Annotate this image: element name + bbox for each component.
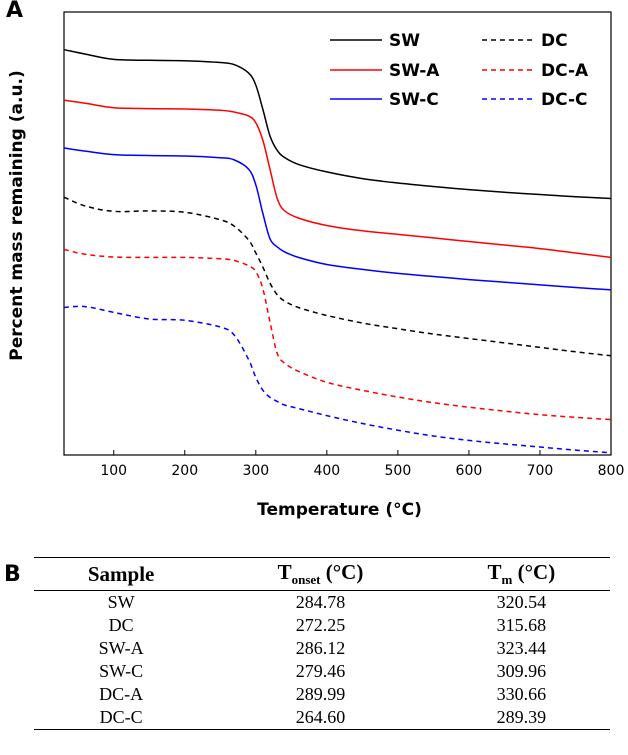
series-line-sw-a [63,99,612,259]
plot-frame [63,11,612,456]
panel-label-b: B [4,562,21,587]
x-axis-title: Temperature (°C) [257,500,422,520]
table-header-row: Sample Tonset (°C) Tm (°C) [34,557,610,591]
y-axis-title: Percent mass remaining (a.u.) [7,70,27,361]
header-t-onset-unit: (°C) [320,559,364,584]
cell-sample: SW-C [99,661,144,681]
cell-sample: DC-C [34,706,209,730]
series-line-dc-c [63,305,612,454]
cell-t-onset: 286.12 [295,638,346,658]
header-t-onset: Tonset (°C) [208,557,433,591]
legend-label-sw-a: SW-A [389,61,440,81]
legend-label-sw-c: SW-C [389,90,439,110]
series-line-dc-a [63,248,612,421]
cell-sample: SW-A [98,638,144,658]
x-tick-label-600: 600 [456,463,483,479]
x-tick-label-700: 700 [527,463,554,479]
cell-sample: SW [107,592,135,612]
header-t-onset-main: T [277,559,292,584]
x-tick-label-500: 500 [385,463,412,479]
table-row: DC-C 264.60 289.39 [34,706,610,730]
x-tick-label-100: 100 [100,463,127,479]
x-tick-label-200: 200 [171,463,198,479]
legend-label-dc-a: DC-A [541,61,589,81]
cell-t-onset: 284.78 [295,592,346,612]
x-tick-label-400: 400 [313,463,340,479]
header-t-m: Tm (°C) [432,557,610,591]
cell-t-onset: 264.60 [208,706,433,730]
header-t-m-unit: (°C) [512,559,556,584]
header-t-onset-sub: onset [291,572,321,588]
cell-t-onset: 279.46 [295,661,346,681]
legend-label-sw: SW [389,31,420,51]
cell-t-m: 323.44 [496,638,547,658]
x-tick-label-800: 800 [598,463,625,479]
table-row: DC-A 289.99 330.66 [34,683,610,706]
cell-t-onset: 289.99 [295,684,346,704]
table-row: DC 272.25 315.68 [34,614,610,637]
cell-t-m: 309.96 [496,661,547,681]
table-row: SW-C 279.46 309.96 [34,660,610,683]
series-line-dc [63,196,612,357]
cell-t-onset: 272.25 [295,615,346,635]
x-tick-label-300: 300 [242,463,269,479]
table-row: SW-A 286.12 323.44 [34,637,610,660]
legend-label-dc: DC [541,31,568,51]
panel-label-a: A [6,0,24,23]
cell-sample: DC-A [99,684,144,704]
table-row: SW 284.78 320.54 [34,591,610,615]
cell-sample: DC [108,615,134,635]
cell-t-m: 320.54 [496,592,547,612]
legend-label-dc-c: DC-C [541,90,588,110]
cell-t-m: 330.66 [496,684,547,704]
tga-chart: 100 200 300 400 500 600 700 800 Temperature (°C)… [7,11,625,520]
header-sample: Sample [34,557,209,591]
cell-t-m: 315.68 [496,615,547,635]
header-t-m-sub: m [501,572,513,588]
header-t-m-main: T [487,559,502,584]
cell-t-m: 289.39 [432,706,610,730]
series-line-sw [63,48,612,200]
series-line-sw-c [63,147,612,291]
thermal-table: Sample Tonset (°C) Tm (°C) SW 284.78 320… [34,557,610,730]
